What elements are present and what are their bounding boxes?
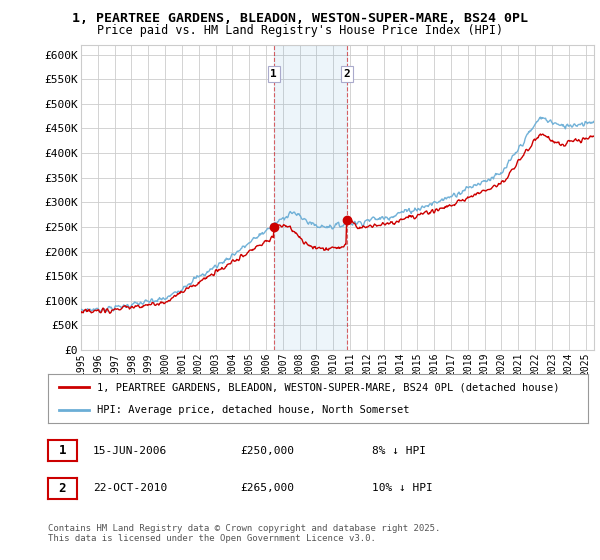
Text: 1, PEARTREE GARDENS, BLEADON, WESTON-SUPER-MARE, BS24 0PL (detached house): 1, PEARTREE GARDENS, BLEADON, WESTON-SUP… [97,382,559,393]
Text: £250,000: £250,000 [240,446,294,456]
Text: Contains HM Land Registry data © Crown copyright and database right 2025.
This d: Contains HM Land Registry data © Crown c… [48,524,440,543]
Text: 1: 1 [59,444,66,458]
Text: 2: 2 [59,482,66,495]
Text: Price paid vs. HM Land Registry's House Price Index (HPI): Price paid vs. HM Land Registry's House … [97,24,503,36]
Text: 22-OCT-2010: 22-OCT-2010 [93,483,167,493]
Text: 1: 1 [271,69,277,79]
Text: 2: 2 [344,69,350,79]
Text: 8% ↓ HPI: 8% ↓ HPI [372,446,426,456]
Text: 15-JUN-2006: 15-JUN-2006 [93,446,167,456]
Bar [274,45,347,350]
Text: 1, PEARTREE GARDENS, BLEADON, WESTON-SUPER-MARE, BS24 0PL: 1, PEARTREE GARDENS, BLEADON, WESTON-SUP… [72,12,528,25]
Text: £265,000: £265,000 [240,483,294,493]
Text: 10% ↓ HPI: 10% ↓ HPI [372,483,433,493]
Text: HPI: Average price, detached house, North Somerset: HPI: Average price, detached house, Nort… [97,405,409,416]
